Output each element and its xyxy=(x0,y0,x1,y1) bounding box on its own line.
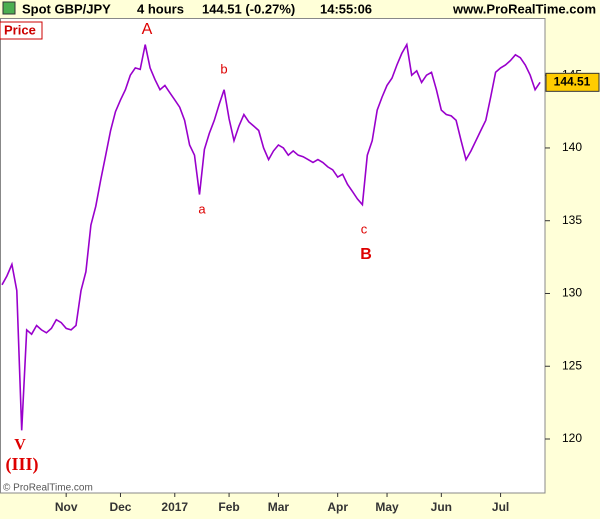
y-tick-label: 125 xyxy=(562,358,582,372)
x-tick-label: 2017 xyxy=(161,500,188,514)
wave-label: (III) xyxy=(5,454,38,475)
change: 144.51 (-0.27%) xyxy=(202,1,295,16)
wave-label: c xyxy=(361,221,368,236)
x-tick-label: Feb xyxy=(218,500,239,514)
last-price: 144.51 xyxy=(554,74,591,88)
x-tick-label: May xyxy=(375,500,399,514)
x-tick-label: Jul xyxy=(492,500,509,514)
y-tick-label: 140 xyxy=(562,140,582,154)
right-axis-bg xyxy=(545,18,600,519)
x-tick-label: Dec xyxy=(109,500,131,514)
y-tick-label: 135 xyxy=(562,213,582,227)
x-tick-label: Apr xyxy=(327,500,348,514)
wave-label: B xyxy=(360,246,372,263)
copyright: © ProRealTime.com xyxy=(3,483,93,494)
plot-frame xyxy=(0,18,546,494)
timeframe: 4 hours xyxy=(137,1,184,16)
time: 14:55:06 xyxy=(320,1,372,16)
instrument: Spot GBP/JPY xyxy=(22,1,111,16)
wave-label: A xyxy=(142,21,153,38)
wave-label: a xyxy=(198,201,206,216)
price-line xyxy=(1,42,541,431)
header-bar xyxy=(0,0,600,18)
bottom-axis-bg xyxy=(0,493,600,519)
panel-label: Price xyxy=(4,22,36,37)
x-tick-label: Mar xyxy=(268,500,290,514)
y-tick-label: 130 xyxy=(562,286,582,300)
x-tick-label: Nov xyxy=(55,500,78,514)
x-tick-label: Jun xyxy=(431,500,452,514)
panel-label-box xyxy=(0,21,43,40)
wave-label: V xyxy=(14,437,26,454)
y-tick-label: 120 xyxy=(562,431,582,445)
last-price-box xyxy=(545,72,600,92)
icon xyxy=(2,1,16,15)
wave-label: b xyxy=(220,61,227,76)
site: www.ProRealTime.com xyxy=(452,1,596,16)
